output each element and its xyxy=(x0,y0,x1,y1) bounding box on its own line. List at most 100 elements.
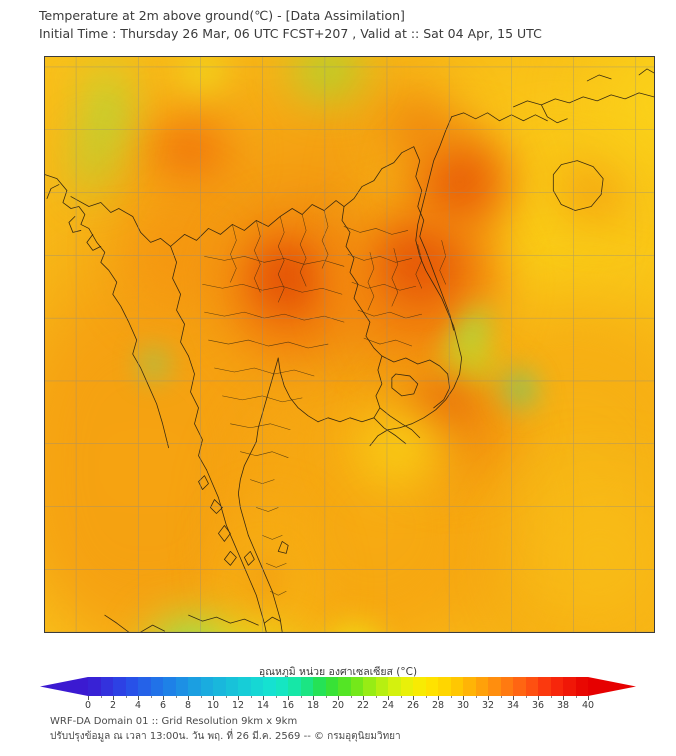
colorbar-tick-label: 34 xyxy=(506,700,520,711)
colorbar-cell xyxy=(100,677,113,696)
colorbar-cell xyxy=(400,677,413,696)
colorbar-tick-label: 20 xyxy=(331,700,345,711)
colorbar-tick-label: 0 xyxy=(84,700,92,711)
colorbar-cell xyxy=(300,677,313,696)
colorbar-tick-minor xyxy=(525,696,527,698)
colorbar-tick-minor xyxy=(125,696,127,698)
footer-block: WRF-DA Domain 01 :: Grid Resolution 9km … xyxy=(50,714,650,744)
colorbar-cell xyxy=(288,677,301,696)
colorbar-cell xyxy=(163,677,176,696)
colorbar-tick-label: 10 xyxy=(206,700,220,711)
colorbar-cell xyxy=(538,677,551,696)
colorbar-tick-label: 6 xyxy=(159,700,167,711)
colorbar-cell xyxy=(425,677,438,696)
footer-line-1: WRF-DA Domain 01 :: Grid Resolution 9km … xyxy=(50,716,298,727)
colorbar-tick-major xyxy=(238,696,239,700)
colorbar-gradient xyxy=(88,677,588,696)
colorbar-tick-major xyxy=(388,696,389,700)
colorbar-cell xyxy=(475,677,488,696)
colorbar-cell xyxy=(488,677,501,696)
colorbar-tick-major xyxy=(113,696,114,700)
colorbar-cell xyxy=(150,677,163,696)
colorbar-tick-major xyxy=(263,696,264,700)
colorbar-extend-min-arrow xyxy=(40,677,88,696)
colorbar-cell xyxy=(188,677,201,696)
colorbar-cell xyxy=(500,677,513,696)
colorbar-cell xyxy=(563,677,576,696)
colorbar-tick-label: 26 xyxy=(406,700,420,711)
colorbar-tick-major xyxy=(213,696,214,700)
colorbar-tick-minor xyxy=(450,696,452,698)
map-vector-overlay xyxy=(45,68,654,632)
colorbar-cell xyxy=(513,677,526,696)
colorbar-cell xyxy=(250,677,263,696)
colorbar-cell xyxy=(313,677,326,696)
colorbar-cell xyxy=(325,677,338,696)
colorbar-cell xyxy=(200,677,213,696)
colorbar-cell xyxy=(125,677,138,696)
colorbar-tick-minor xyxy=(225,696,227,698)
colorbar-tick-major xyxy=(363,696,364,700)
colorbar-tick-minor xyxy=(400,696,402,698)
colorbar-tick-minor xyxy=(350,696,352,698)
colorbar-tick-minor xyxy=(575,696,577,698)
colorbar-tick-major xyxy=(563,696,564,700)
colorbar-tick-label: 12 xyxy=(231,700,245,711)
chart-title-block: Temperature at 2m above ground(℃) - [Dat… xyxy=(39,7,659,43)
colorbar-cell xyxy=(138,677,151,696)
colorbar-tick-major xyxy=(163,696,164,700)
colorbar-tick-label: 14 xyxy=(256,700,270,711)
colorbar-tick-label: 36 xyxy=(531,700,545,711)
colorbar-tick-label: 18 xyxy=(306,700,320,711)
colorbar-tick-label: 28 xyxy=(431,700,445,711)
colorbar-title: อุณหภูมิ หน่วย องศาเซลเซียส (°C) xyxy=(258,666,418,678)
title-line-2: Initial Time : Thursday 26 Mar, 06 UTC F… xyxy=(39,26,542,41)
colorbar-cell xyxy=(525,677,538,696)
colorbar-tick-label: 24 xyxy=(381,700,395,711)
colorbar-cell xyxy=(363,677,376,696)
colorbar-cell xyxy=(463,677,476,696)
lat-lon-gridlines xyxy=(45,57,654,632)
colorbar-cell xyxy=(550,677,563,696)
colorbar-tick-label: 38 xyxy=(556,700,570,711)
colorbar-tick-minor xyxy=(250,696,252,698)
colorbar-tick-major xyxy=(463,696,464,700)
colorbar-tick-minor xyxy=(325,696,327,698)
colorbar-tick-major xyxy=(538,696,539,700)
colorbar-tick-major xyxy=(288,696,289,700)
colorbar-cell xyxy=(238,677,251,696)
colorbar-tick-minor xyxy=(175,696,177,698)
map-plot-area: 4°N 6°N 8°N 10°N 12°N 14°N 16°N 18°N 20°… xyxy=(44,56,655,633)
colorbar-tick-major xyxy=(413,696,414,700)
colorbar-tick-minor xyxy=(200,696,202,698)
colorbar-tick-minor xyxy=(150,696,152,698)
title-line-1: Temperature at 2m above ground(℃) - [Dat… xyxy=(39,8,405,23)
colorbar-cell xyxy=(388,677,401,696)
colorbar-cell xyxy=(438,677,451,696)
colorbar-tick-major xyxy=(513,696,514,700)
colorbar-cell xyxy=(413,677,426,696)
colorbar-cell xyxy=(338,677,351,696)
colorbar-tick-label: 22 xyxy=(356,700,370,711)
colorbar-cell xyxy=(275,677,288,696)
colorbar-tick-minor xyxy=(500,696,502,698)
colorbar-tick-minor xyxy=(425,696,427,698)
colorbar-body: 0 2 4 6 8 10 12 14 16 18 20 22 24 26 28 30 32 34 36 38 40 xyxy=(40,677,636,711)
colorbar-tick-minor xyxy=(275,696,277,698)
colorbar-cell xyxy=(375,677,388,696)
colorbar-tick-label: 4 xyxy=(134,700,142,711)
colorbar-cell xyxy=(575,677,588,696)
colorbar-tick-major xyxy=(313,696,314,700)
temperature-field xyxy=(45,57,654,632)
colorbar-tick-label: 30 xyxy=(456,700,470,711)
colorbar-tick-major xyxy=(88,696,89,700)
colorbar-tick-minor xyxy=(550,696,552,698)
colorbar-tick-minor xyxy=(475,696,477,698)
colorbar-extend-max-arrow xyxy=(588,677,636,696)
colorbar-cell xyxy=(175,677,188,696)
colorbar-tick-label: 40 xyxy=(581,700,595,711)
colorbar-tick-major xyxy=(338,696,339,700)
footer-line-2: ปรับปรุงข้อมูล ณ เวลา 13:00น. วัน พฤ. ที… xyxy=(50,731,401,742)
colorbar-cell xyxy=(113,677,126,696)
colorbar-tick-major xyxy=(438,696,439,700)
